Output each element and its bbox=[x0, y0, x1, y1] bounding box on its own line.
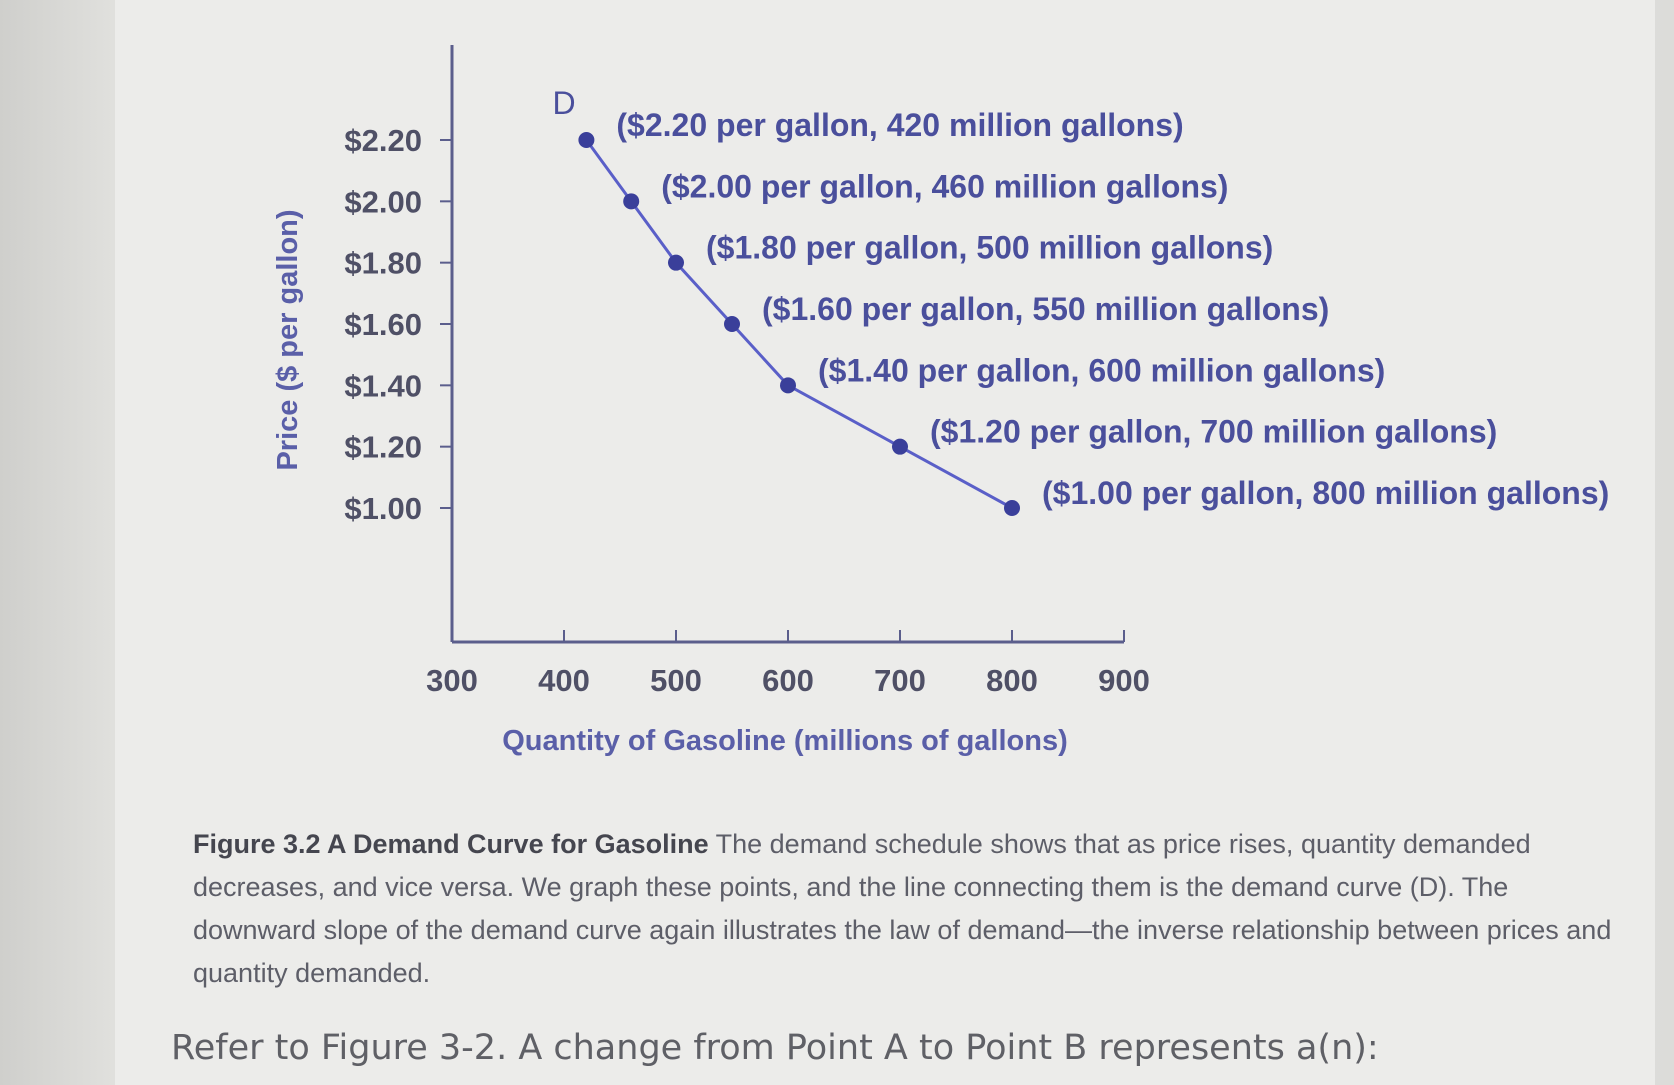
point-labels: ($2.20 per gallon, 420 million gallons) (… bbox=[616, 107, 1609, 511]
figure-caption: Figure 3.2 A Demand Curve for Gasoline T… bbox=[193, 823, 1633, 995]
point-label: ($1.20 per gallon, 700 million gallons) bbox=[930, 414, 1497, 450]
point-label: ($2.00 per gallon, 460 million gallons) bbox=[661, 168, 1228, 204]
y-tick-label: $1.20 bbox=[344, 430, 422, 465]
demand-series bbox=[578, 132, 1020, 516]
x-tick-label: 700 bbox=[874, 663, 926, 698]
point-label: ($1.60 per gallon, 550 million gallons) bbox=[762, 291, 1329, 327]
caption-title: Figure 3.2 A Demand Curve for Gasoline bbox=[193, 829, 709, 859]
caption-text: The demand schedule shows that as price … bbox=[193, 829, 1612, 988]
y-tick-label: $1.00 bbox=[344, 491, 422, 526]
demand-point bbox=[668, 254, 684, 271]
x-tick-label: 300 bbox=[426, 663, 478, 698]
y-tick-label: $2.00 bbox=[344, 184, 422, 219]
demand-point bbox=[1004, 500, 1020, 516]
demand-curve-label: D bbox=[552, 85, 575, 121]
x-tick-label: 900 bbox=[1098, 663, 1150, 698]
question-text: Refer to Figure 3-2. A change from Point… bbox=[171, 1028, 1379, 1068]
demand-point bbox=[892, 438, 908, 455]
x-axis-title: Quantity of Gasoline (millions of gallon… bbox=[502, 725, 1068, 757]
point-label: ($1.00 per gallon, 800 million gallons) bbox=[1042, 475, 1609, 511]
y-tick-label: $1.60 bbox=[344, 307, 422, 342]
y-tick-label: $1.80 bbox=[344, 246, 422, 281]
y-axis-title: Price ($ per gallon) bbox=[272, 209, 304, 470]
y-axis-ticks: $2.20 $2.00 $1.80 $1.60 $1.40 $1.20 $1.00 bbox=[344, 123, 452, 526]
demand-curve-chart: $2.20 $2.00 $1.80 $1.60 $1.40 $1.20 $1.00 300 4… bbox=[272, 45, 1609, 757]
demand-point bbox=[623, 193, 640, 210]
x-tick-label: 400 bbox=[538, 663, 590, 698]
point-label: ($1.80 per gallon, 500 million gallons) bbox=[706, 230, 1273, 266]
point-label: ($1.40 per gallon, 600 million gallons) bbox=[818, 352, 1385, 388]
x-tick-label: 600 bbox=[762, 663, 814, 698]
y-tick-label: $1.40 bbox=[344, 368, 422, 403]
y-tick-label: $2.20 bbox=[344, 123, 422, 158]
demand-point bbox=[724, 316, 740, 332]
content-panel bbox=[115, 0, 1655, 1085]
demand-point bbox=[780, 377, 796, 394]
x-axis-ticks: 300 400 500 600 700 800 900 bbox=[426, 630, 1150, 698]
x-tick-label: 800 bbox=[986, 663, 1038, 698]
demand-point bbox=[578, 132, 595, 148]
x-tick-label: 500 bbox=[650, 663, 702, 698]
point-label: ($2.20 per gallon, 420 million gallons) bbox=[616, 107, 1183, 143]
